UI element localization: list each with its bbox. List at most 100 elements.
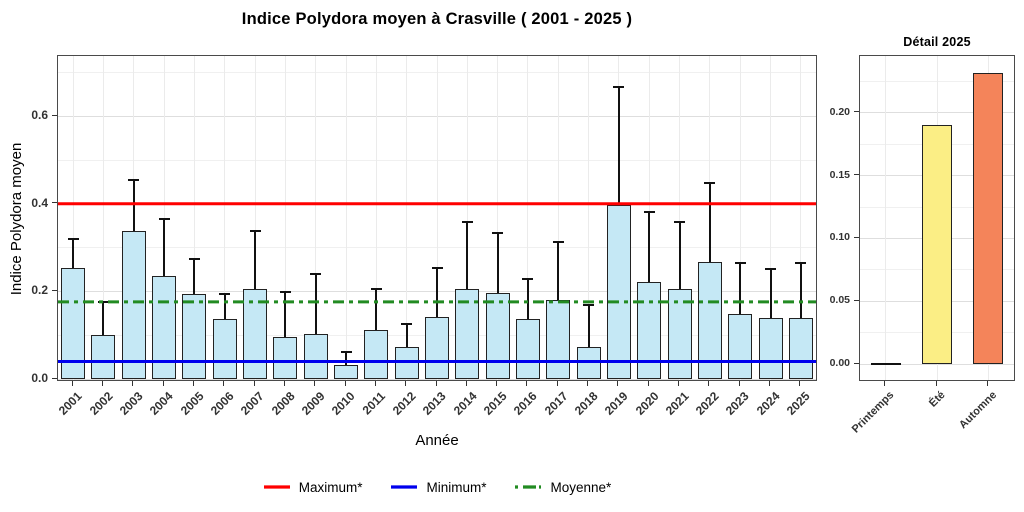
y-tick xyxy=(52,289,57,291)
error-cap-2001 xyxy=(67,237,79,240)
x-tick-label-2005: 2005 xyxy=(177,389,207,418)
y-tick xyxy=(854,362,859,364)
bar-2001 xyxy=(61,267,86,379)
gridline-vertical xyxy=(102,56,104,380)
error-bar-2013 xyxy=(436,266,438,317)
error-bar-2015 xyxy=(496,231,499,293)
detail-chart-panel xyxy=(859,55,1015,381)
error-bar-2001 xyxy=(72,237,75,268)
error-cap-2019 xyxy=(613,85,625,88)
x-tick-label-automne: Automne xyxy=(956,389,999,432)
gridline-vertical xyxy=(679,56,681,380)
error-cap-2006 xyxy=(219,292,231,295)
x-tick xyxy=(678,381,680,386)
error-bar-2025 xyxy=(799,262,802,318)
y-tick-label: 0.15 xyxy=(829,168,850,181)
error-cap-2020 xyxy=(643,210,655,213)
bar-2024 xyxy=(758,318,783,379)
bar-t xyxy=(922,125,952,364)
error-bar-2007 xyxy=(254,230,257,290)
legend-key-maximum xyxy=(263,485,290,489)
y-tick-label: 0.2 xyxy=(31,283,48,298)
error-bar-2008 xyxy=(284,290,287,337)
error-bar-2020 xyxy=(648,210,651,282)
x-tick xyxy=(132,381,134,386)
error-bar-2011 xyxy=(375,287,378,331)
x-tick-label-2017: 2017 xyxy=(541,389,571,418)
bar-2017 xyxy=(546,300,571,379)
bar-2015 xyxy=(485,292,510,379)
bar-printemps xyxy=(870,362,901,365)
x-tick xyxy=(647,381,649,386)
y-tick xyxy=(52,202,57,204)
y-tick-label: 0.6 xyxy=(31,108,48,123)
error-bar-2010 xyxy=(345,350,348,366)
error-cap-2015 xyxy=(492,231,504,234)
x-tick-label-2022: 2022 xyxy=(692,389,722,418)
error-cap-2022 xyxy=(704,181,716,184)
x-tick xyxy=(496,381,498,386)
y-tick-label: 0.20 xyxy=(829,105,850,118)
error-cap-2017 xyxy=(552,241,564,244)
x-tick xyxy=(769,381,771,386)
error-cap-2018 xyxy=(583,304,595,307)
bar-2020 xyxy=(637,281,662,379)
x-tick-label-2020: 2020 xyxy=(632,389,662,418)
bar-2014 xyxy=(455,288,480,379)
gridline-vertical xyxy=(284,56,286,380)
gridline-vertical xyxy=(436,56,438,380)
x-tick xyxy=(884,381,886,386)
main-chart-title: Indice Polydora moyen à Crasville ( 2001… xyxy=(241,10,633,28)
bar-2007 xyxy=(243,289,268,379)
y-tick xyxy=(854,111,859,113)
x-tick-label-2004: 2004 xyxy=(147,389,177,418)
x-tick xyxy=(617,381,619,386)
x-tick xyxy=(738,381,740,386)
bar-2003 xyxy=(121,230,146,379)
x-tick-label-2018: 2018 xyxy=(571,389,601,418)
bar-2021 xyxy=(667,288,692,379)
bar-2009 xyxy=(303,333,328,379)
error-bar-2024 xyxy=(769,267,772,319)
x-tick xyxy=(465,381,467,386)
error-cap-2008 xyxy=(279,290,291,293)
legend: Maximum* Minimum* Moyenne* xyxy=(57,476,817,498)
error-bar-2023 xyxy=(739,262,742,315)
gridline-vertical xyxy=(72,56,74,380)
legend-item-moyenne: Moyenne* xyxy=(514,480,611,495)
gridline-vertical xyxy=(800,56,802,380)
x-tick-label-2012: 2012 xyxy=(389,389,419,418)
bar-2013 xyxy=(425,316,449,379)
legend-label-minimum: Minimum* xyxy=(426,479,487,495)
x-tick xyxy=(708,381,710,386)
x-tick xyxy=(556,381,558,386)
gridline-vertical xyxy=(406,56,408,380)
x-tick xyxy=(192,381,194,386)
bar-2005 xyxy=(182,293,207,379)
error-bar-2012 xyxy=(405,323,408,348)
bar-2002 xyxy=(91,335,116,379)
bar-2016 xyxy=(515,319,540,379)
legend-key-minimum xyxy=(391,485,418,489)
gridline-vertical xyxy=(375,56,377,380)
x-tick xyxy=(162,381,164,386)
error-bar-2016 xyxy=(526,277,529,320)
x-tick xyxy=(314,381,316,386)
bar-2012 xyxy=(394,347,419,379)
bar-2008 xyxy=(273,336,298,379)
legend-label-moyenne: Moyenne* xyxy=(550,479,612,495)
bar-2023 xyxy=(728,314,753,379)
error-cap-2007 xyxy=(249,230,261,233)
gridline-vertical xyxy=(193,56,195,380)
gridline-vertical xyxy=(497,56,499,380)
gridline-vertical xyxy=(557,56,559,380)
error-bar-2002 xyxy=(102,301,105,336)
y-tick-label: 0.0 xyxy=(31,371,48,385)
error-cap-2021 xyxy=(674,220,686,223)
x-tick xyxy=(344,381,346,386)
error-bar-2006 xyxy=(223,292,226,319)
legend-key-moyenne xyxy=(515,485,542,489)
error-cap-2025 xyxy=(795,262,807,265)
x-tick-label-2001: 2001 xyxy=(56,389,86,418)
error-bar-2018 xyxy=(587,304,590,348)
